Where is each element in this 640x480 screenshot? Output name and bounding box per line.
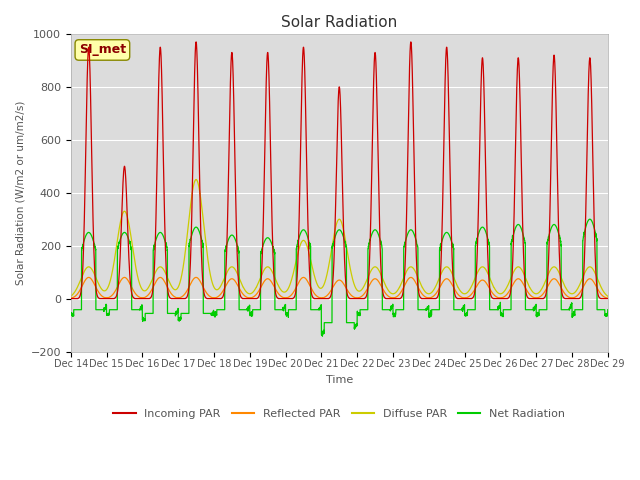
Legend: Incoming PAR, Reflected PAR, Diffuse PAR, Net Radiation: Incoming PAR, Reflected PAR, Diffuse PAR… (109, 405, 570, 423)
X-axis label: Time: Time (326, 375, 353, 384)
Y-axis label: Solar Radiation (W/m2 or um/m2/s): Solar Radiation (W/m2 or um/m2/s) (15, 100, 25, 285)
Title: Solar Radiation: Solar Radiation (281, 15, 397, 30)
Text: SI_met: SI_met (79, 44, 126, 57)
